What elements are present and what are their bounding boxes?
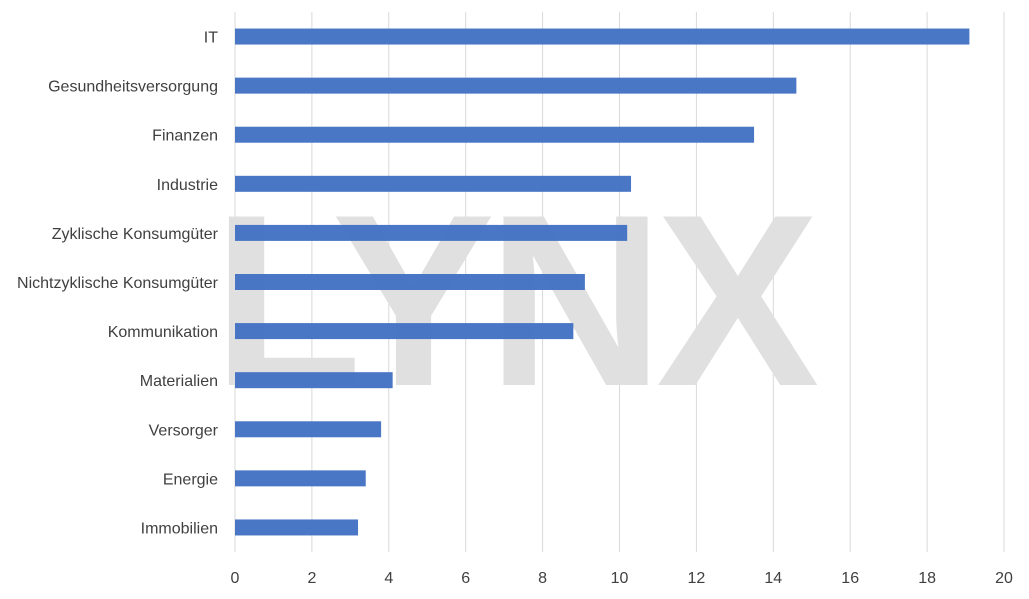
category-label: Industrie: [157, 177, 218, 194]
category-label: Zyklische Konsumgüter: [52, 226, 219, 243]
x-tick-label: 12: [688, 570, 706, 587]
category-label: IT: [204, 30, 218, 47]
bar: [235, 421, 382, 438]
x-tick-label: 16: [841, 570, 859, 587]
bar: [235, 519, 359, 536]
category-label: Gesundheitsversorgung: [48, 79, 218, 96]
category-label: Materialien: [140, 373, 218, 390]
category-label: Finanzen: [152, 128, 218, 145]
bar: [235, 224, 628, 241]
category-label: Versorger: [149, 422, 219, 439]
x-tick-label: 10: [611, 570, 629, 587]
category-label: Nichtzyklische Konsumgüter: [17, 275, 219, 292]
x-tick-label: 20: [995, 570, 1013, 587]
x-tick-label: 14: [764, 570, 782, 587]
category-labels: IT Gesundheitsversorgung Finanzen Industrie…: [17, 30, 219, 538]
bar: [235, 175, 632, 192]
category-label: Kommunikation: [108, 324, 218, 341]
x-tick-label: 8: [538, 570, 547, 587]
watermark-logo: LYNX: [213, 163, 819, 437]
bar: [235, 372, 393, 389]
bar: [235, 126, 755, 143]
bar: [235, 470, 366, 487]
bars: [235, 28, 970, 536]
x-tick-labels: 0 2 4 6 8 10 12 14 16 18 20: [231, 570, 1013, 587]
x-tick-label: 0: [231, 570, 240, 587]
category-label: Immobilien: [141, 520, 218, 537]
bar: [235, 77, 797, 94]
x-tick-label: 2: [307, 570, 316, 587]
x-tick-label: 18: [918, 570, 936, 587]
category-label: Energie: [163, 471, 218, 488]
bar: [235, 28, 970, 45]
x-tick-label: 6: [461, 570, 470, 587]
bar: [235, 274, 585, 290]
x-tick-label: 4: [384, 570, 393, 587]
bar: [235, 323, 574, 340]
